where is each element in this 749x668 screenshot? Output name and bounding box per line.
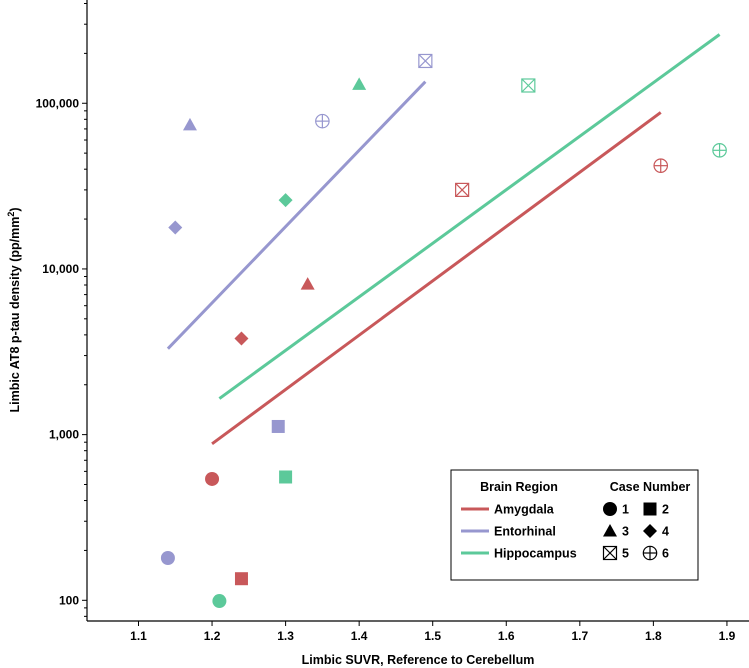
y-axis-title-main: Limbic AT8 p-tau density (pp/mm [8,217,22,413]
data-point-hippocampus-case-2 [279,470,293,484]
x-tick-label: 1.8 [645,629,662,643]
legend-case-label-4: 4 [662,525,669,539]
legend-case-entries: 1 2 3 4 5 6 [602,502,669,561]
data-point-entorhinal-case-4 [168,220,183,235]
legend-label-amygdala: Amygdala [494,503,555,517]
data-point-entorhinal-case-2 [271,419,285,433]
legend-case-label-1: 1 [622,503,629,517]
data-point-amygdala-case-6 [653,158,669,173]
y-ticks: 100 1,000 10,000 100,000 [36,3,87,617]
data-point-hippocampus-case-3 [352,77,367,90]
x-tick-label: 1.6 [498,629,515,643]
legend-marker-case-6 [642,545,658,561]
x-tick-label: 1.3 [277,629,294,643]
legend-label-entorhinal: Entorhinal [494,525,556,539]
y-axis-title-superscript: 2 [6,212,16,217]
x-tick-label: 1.7 [571,629,588,643]
legend-marker-case-5 [602,545,618,561]
data-point-entorhinal-case-3 [182,117,197,131]
data-point-amygdala-case-3 [300,277,315,290]
y-axis-title: Limbic AT8 p-tau density (pp/mm2) [6,207,22,412]
legend-region-title: Brain Region [480,480,558,494]
legend-marker-case-4 [643,524,657,538]
data-point-hippocampus-case-6 [712,143,727,158]
legend-marker-case-3 [603,524,617,537]
legend-case-label-5: 5 [622,547,629,561]
data-point-entorhinal-case-1 [160,551,175,566]
legend-region-entries: Amygdala Entorhinal Hippocampus [461,503,577,561]
legend-marker-case-2 [643,502,657,516]
legend-box [450,469,699,581]
data-point-amygdala-case-4 [234,331,249,346]
x-ticks: 1.1 1.2 1.3 1.4 1.5 1.6 1.7 1.8 1.9 [130,621,736,643]
data-point-hippocampus-case-1 [212,594,227,609]
y-tick-label: 10,000 [42,262,79,276]
x-tick-label: 1.5 [424,629,441,643]
legend-label-hippocampus: Hippocampus [494,547,577,561]
data-point-amygdala-case-2 [234,572,248,586]
y-tick-label: 100,000 [36,96,80,110]
fit-lines [166,33,721,446]
data-point-amygdala-case-5 [455,182,470,197]
data-point-entorhinal-case-6 [315,113,330,129]
data-point-entorhinal-case-5 [418,53,433,69]
y-tick-label: 1,000 [49,428,79,442]
data-point-hippocampus-case-4 [278,193,293,208]
y-tick-label: 100 [59,593,79,607]
x-axis-title: Limbic SUVR, Reference to Cerebellum [302,653,535,667]
legend-case-label-3: 3 [622,525,629,539]
fit-line-amygdala [211,111,662,446]
data-point-amygdala-case-1 [205,471,220,486]
x-tick-label: 1.2 [204,629,221,643]
x-tick-label: 1.4 [351,629,368,643]
legend-case-label-2: 2 [662,503,669,517]
x-tick-label: 1.1 [130,629,147,643]
legend: Brain Region Case Number Amygdala Entorhi… [450,469,699,581]
data-point-hippocampus-case-5 [521,78,536,93]
data-points [160,53,727,609]
fit-line-hippocampus [218,33,721,400]
fit-line-entorhinal [166,80,427,350]
legend-marker-case-1 [603,502,617,516]
legend-case-label-6: 6 [662,547,669,561]
y-axis-title-close: ) [8,207,22,211]
x-tick-label: 1.9 [719,629,736,643]
legend-case-title: Case Number [610,480,691,494]
